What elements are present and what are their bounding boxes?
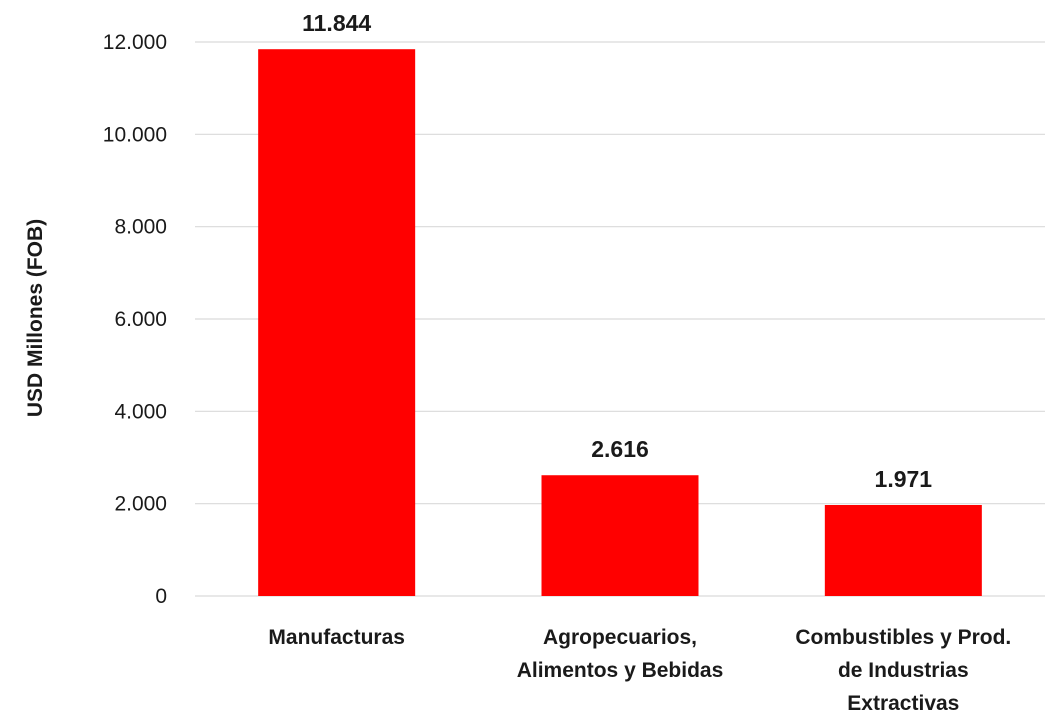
y-tick-label: 8.000 [114, 216, 167, 239]
y-tick-label: 2.000 [114, 493, 167, 516]
y-tick-label: 6.000 [114, 308, 167, 331]
data-label: 1.971 [875, 466, 933, 492]
data-label: 11.844 [302, 10, 371, 36]
y-tick-label: 0 [155, 585, 167, 608]
category-label: Manufacturas [268, 626, 405, 649]
y-tick-label: 12.000 [103, 31, 167, 54]
bar [258, 49, 415, 596]
bar [542, 475, 699, 596]
y-tick-label: 10.000 [103, 123, 167, 146]
category-label: Combustibles y Prod. de Industrias Extract… [795, 626, 1011, 715]
y-axis-title: USD Millones (FOB) [24, 219, 47, 417]
x-axis-categories: Manufacturas Agropecuarios, Alimentos y Be… [268, 626, 1011, 715]
y-tick-label: 4.000 [114, 400, 167, 423]
data-label: 2.616 [591, 436, 649, 462]
bars [258, 49, 982, 596]
category-label: Agropecuarios, Alimentos y Bebidas [517, 626, 724, 682]
bar [825, 505, 982, 596]
y-axis-ticks: 0 2.000 4.000 6.000 8.000 10.000 12.000 [103, 31, 167, 608]
